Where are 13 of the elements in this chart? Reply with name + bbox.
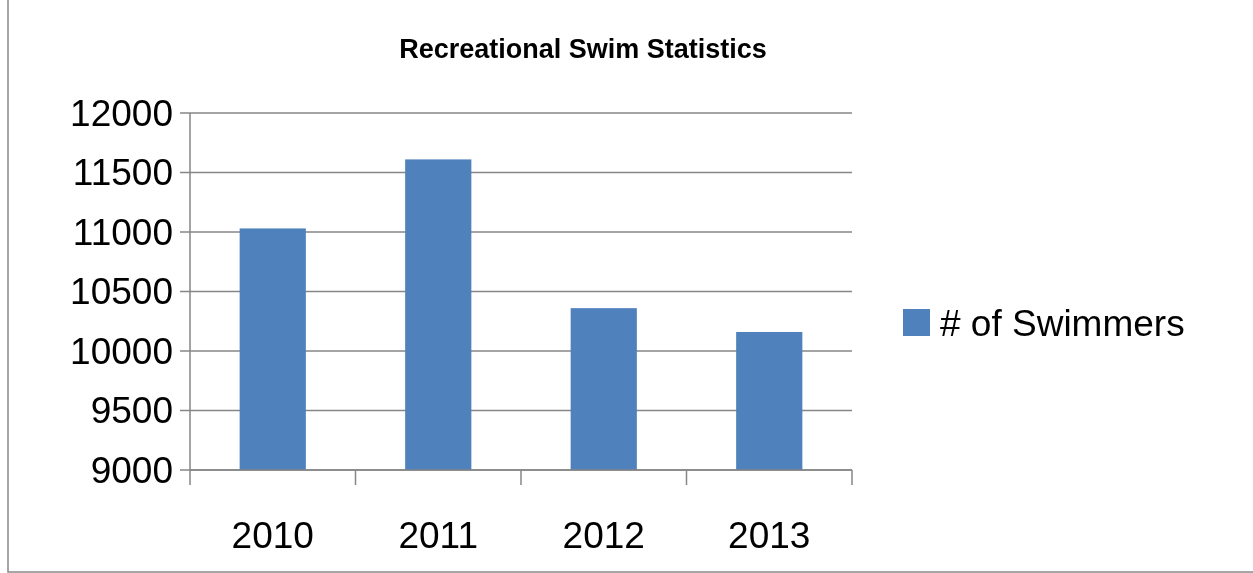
y-tick-label: 11000 [72,211,173,253]
y-tick-label: 10000 [70,330,173,372]
y-tick-label: 11500 [72,152,173,194]
legend-label: # of Swimmers [940,302,1185,344]
x-tick-label: 2011 [398,515,479,556]
y-tick-label: 10500 [70,271,173,313]
y-tick-label: 9000 [90,449,173,491]
chart-title: Recreational Swim Statistics [399,34,767,64]
x-tick-label: 2013 [728,515,811,556]
y-tick-label: 9500 [90,390,173,432]
x-tick-label: 2010 [231,515,314,556]
x-tick-label: 2012 [562,515,645,556]
y-tick-label: 12000 [70,92,173,134]
